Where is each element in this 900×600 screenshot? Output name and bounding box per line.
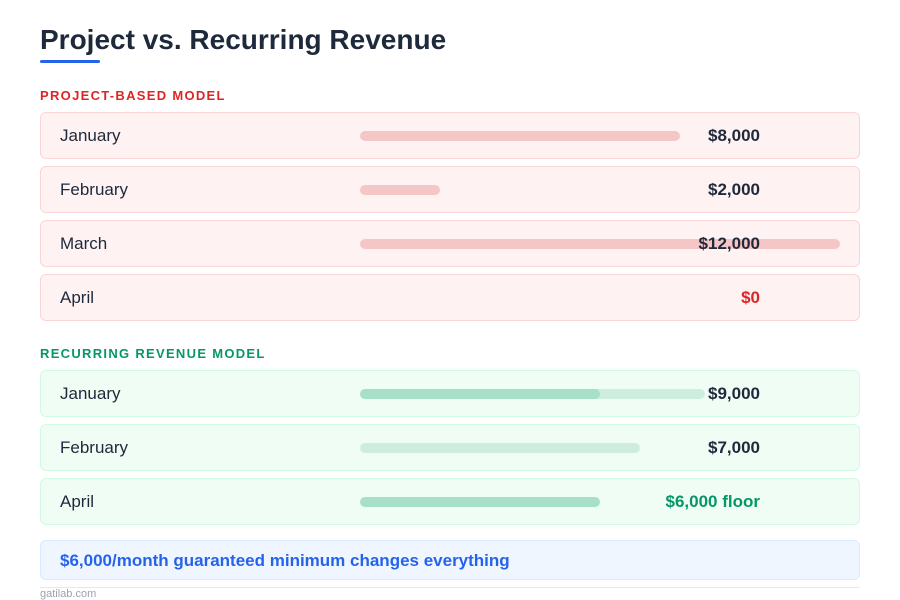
recurring-heading: RECURRING REVENUE MODEL (40, 346, 266, 361)
page-title: Project vs. Recurring Revenue (40, 24, 447, 55)
revenue-value: $8,000 (708, 126, 760, 145)
revenue-value: $6,000 floor (665, 492, 761, 511)
revenue-row: February $7,000 (40, 424, 860, 471)
revenue-value: $9,000 (708, 384, 760, 403)
month-label: February (60, 180, 129, 199)
revenue-row: April $6,000 floor (40, 478, 860, 525)
month-label: April (60, 288, 95, 307)
month-label: February (60, 438, 129, 457)
revenue-bar (360, 443, 640, 453)
revenue-row: March $12,000 (40, 220, 860, 267)
revenue-value: $7,000 (708, 438, 760, 457)
floor-bar (360, 389, 600, 399)
month-label: January (60, 126, 121, 145)
footer-text: gatilab.com (40, 588, 97, 600)
revenue-row: April $0 (40, 274, 860, 321)
revenue-value: $0 (741, 288, 760, 307)
month-label: January (60, 384, 121, 403)
month-label: March (60, 234, 108, 253)
revenue-value: $12,000 (698, 234, 760, 253)
project-heading: PROJECT-BASED MODEL (40, 88, 226, 103)
revenue-row: January $9,000 (40, 370, 860, 417)
revenue-bar (360, 239, 840, 249)
callout: $6,000/month guaranteed minimum changes … (40, 540, 860, 580)
revenue-value: $2,000 (708, 180, 760, 199)
divider (40, 587, 860, 588)
floor-bar (360, 497, 600, 507)
revenue-row: January $8,000 (40, 112, 860, 159)
title-underline (40, 60, 100, 63)
month-label: April (60, 492, 95, 511)
revenue-bar (360, 185, 440, 195)
revenue-bar (360, 131, 680, 141)
revenue-row: February $2,000 (40, 166, 860, 213)
